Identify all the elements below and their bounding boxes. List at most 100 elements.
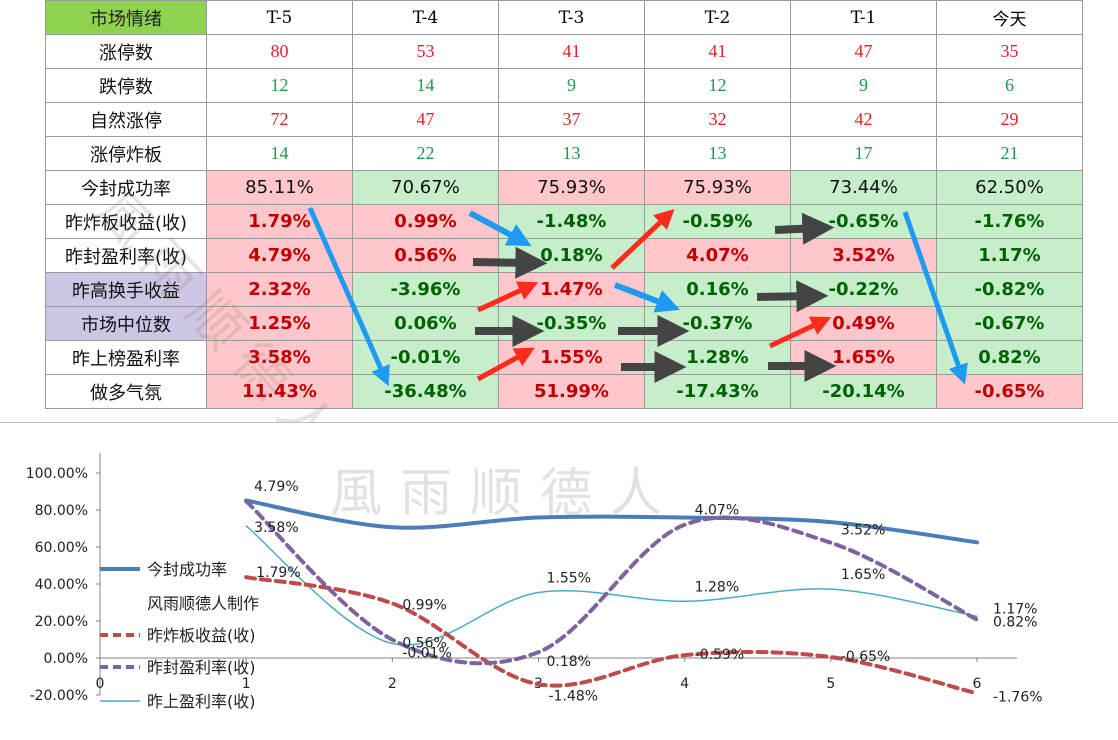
table-cell: 72 xyxy=(206,102,353,137)
table-cell: 1.55% xyxy=(498,340,645,375)
table-cell: 0.06% xyxy=(352,306,499,341)
sentiment-table: 市场情绪 T-5 T-4 T-3 T-2 T-1 今天 涨停数 80 53 41 41 47 35 跌停数 1… xyxy=(45,0,1083,409)
table-cell: -0.01% xyxy=(352,340,499,375)
table-cell: 32 xyxy=(644,102,791,137)
data-label: -0.01% xyxy=(402,646,452,662)
table-cell: 47 xyxy=(790,34,937,69)
table-cell: -0.22% xyxy=(790,272,937,307)
table-cell: -1.48% xyxy=(498,204,645,239)
table-cell: 75.93% xyxy=(644,170,791,205)
table-cell: -0.37% xyxy=(644,306,791,341)
line-chart: -20.00%0.00%20.00%40.00%60.00%80.00%100.… xyxy=(26,453,1043,711)
table-cell: 12 xyxy=(644,68,791,103)
legend-label: 昨封盈利率(收) xyxy=(147,658,256,677)
data-label: -1.76% xyxy=(993,689,1043,705)
table-cell: 51.99% xyxy=(498,374,645,409)
legend-label: 今封成功率 xyxy=(147,560,227,579)
row-label: 做多气氛 xyxy=(45,374,207,409)
x-tick-label: 1 xyxy=(242,676,251,692)
table-row: 涨停炸板 14 22 13 13 17 21 xyxy=(45,136,1083,171)
table-cell: 3.52% xyxy=(790,238,937,273)
table-cell: 85.11% xyxy=(206,170,353,205)
table-cell: -0.67% xyxy=(936,306,1083,341)
row-label: 今封成功率 xyxy=(45,170,207,205)
y-tick-label: 40.00% xyxy=(35,577,88,593)
table-cell: 47 xyxy=(352,102,499,137)
column-header: T-1 xyxy=(790,0,937,35)
data-label: 0.82% xyxy=(993,614,1037,630)
table-cell: 2.32% xyxy=(206,272,353,307)
row-label: 昨炸板收益(收) xyxy=(45,204,207,239)
table-cell: 17 xyxy=(790,136,937,171)
table-row: 自然涨停 72 47 37 32 42 29 xyxy=(45,102,1083,137)
table-cell: 12 xyxy=(206,68,353,103)
y-tick-label: -20.00% xyxy=(30,688,88,704)
data-label: -0.65% xyxy=(841,649,891,665)
table-cell: 37 xyxy=(498,102,645,137)
y-tick-label: 100.00% xyxy=(26,466,88,482)
table-cell: 0.16% xyxy=(644,272,791,307)
x-tick-label: 0 xyxy=(96,676,105,692)
series-line xyxy=(245,525,978,646)
data-label: 3.58% xyxy=(254,520,298,536)
table-cell: -0.82% xyxy=(936,272,1083,307)
table-cell: 14 xyxy=(352,68,499,103)
table-cell: 1.65% xyxy=(790,340,937,375)
table-cell: 29 xyxy=(936,102,1083,137)
table-cell: 35 xyxy=(936,34,1083,69)
table-cell: 6 xyxy=(936,68,1083,103)
data-label: 1.28% xyxy=(695,579,739,595)
data-label: 4.79% xyxy=(254,479,298,495)
chart-area: -20.00% 0.00% 20.00% 40.00% 60.00% 80.00% 100.… xyxy=(0,422,1118,740)
data-label: -1.48% xyxy=(549,688,599,704)
data-label: 1.79% xyxy=(256,565,300,581)
x-tick-label: 5 xyxy=(826,676,835,692)
table-cell: 70.67% xyxy=(352,170,499,205)
y-tick-label: 80.00% xyxy=(35,503,88,519)
row-label: 跌停数 xyxy=(45,68,207,103)
header-row: 市场情绪 T-5 T-4 T-3 T-2 T-1 今天 xyxy=(45,0,1083,35)
table-cell: 0.99% xyxy=(352,204,499,239)
table-cell: -0.35% xyxy=(498,306,645,341)
table-row: 昨封盈利率(收) 4.79% 0.56% 0.18% 4.07% 3.52% 1.17% xyxy=(45,238,1083,273)
table-cell: 53 xyxy=(352,34,499,69)
row-label: 昨封盈利率(收) xyxy=(45,238,207,273)
column-header: T-3 xyxy=(498,0,645,35)
table-cell: -3.96% xyxy=(352,272,499,307)
table-cell: 1.17% xyxy=(936,238,1083,273)
table-cell: 1.28% xyxy=(644,340,791,375)
table-cell: 13 xyxy=(498,136,645,171)
table-cell: 0.82% xyxy=(936,340,1083,375)
row-label: 涨停数 xyxy=(45,34,207,69)
chart-watermark: 風雨顺德人 xyxy=(330,464,680,524)
table-cell: -17.43% xyxy=(644,374,791,409)
table-row: 做多气氛 11.43% -36.48% 51.99% -17.43% -20.14% -0.… xyxy=(45,374,1083,409)
table-cell: 73.44% xyxy=(790,170,937,205)
legend-label: 昨炸板收益(收) xyxy=(147,626,256,645)
column-header: T-5 xyxy=(206,0,353,35)
table-cell: 0.56% xyxy=(352,238,499,273)
row-label: 涨停炸板 xyxy=(45,136,207,171)
data-label: 0.56% xyxy=(402,636,446,652)
series-line xyxy=(244,499,979,666)
table-cell: 22 xyxy=(352,136,499,171)
table-cell: 3.58% xyxy=(206,340,353,375)
row-label: 市场中位数 xyxy=(45,306,207,341)
row-label: 昨高换手收益 xyxy=(45,272,207,307)
table-cell: 75.93% xyxy=(498,170,645,205)
column-header: 今天 xyxy=(936,0,1083,35)
table-row: 今封成功率 85.11% 70.67% 75.93% 75.93% 73.44% 62.50… xyxy=(45,170,1083,205)
table-row: 昨高换手收益 2.32% -3.96% 1.47% 0.16% -0.22% -0.82% xyxy=(45,272,1083,307)
table-cell: 4.79% xyxy=(206,238,353,273)
column-header: T-2 xyxy=(644,0,791,35)
data-label: 1.65% xyxy=(841,567,885,583)
table-cell: -20.14% xyxy=(790,374,937,409)
x-tick-label: 2 xyxy=(388,676,397,692)
row-label: 自然涨停 xyxy=(45,102,207,137)
y-tick-label: 0.00% xyxy=(44,651,88,667)
table-cell: 1.25% xyxy=(206,306,353,341)
table-cell: 62.50% xyxy=(936,170,1083,205)
table-cell: -0.59% xyxy=(644,204,791,239)
table-cell: 80 xyxy=(206,34,353,69)
x-tick-label: 6 xyxy=(973,676,982,692)
